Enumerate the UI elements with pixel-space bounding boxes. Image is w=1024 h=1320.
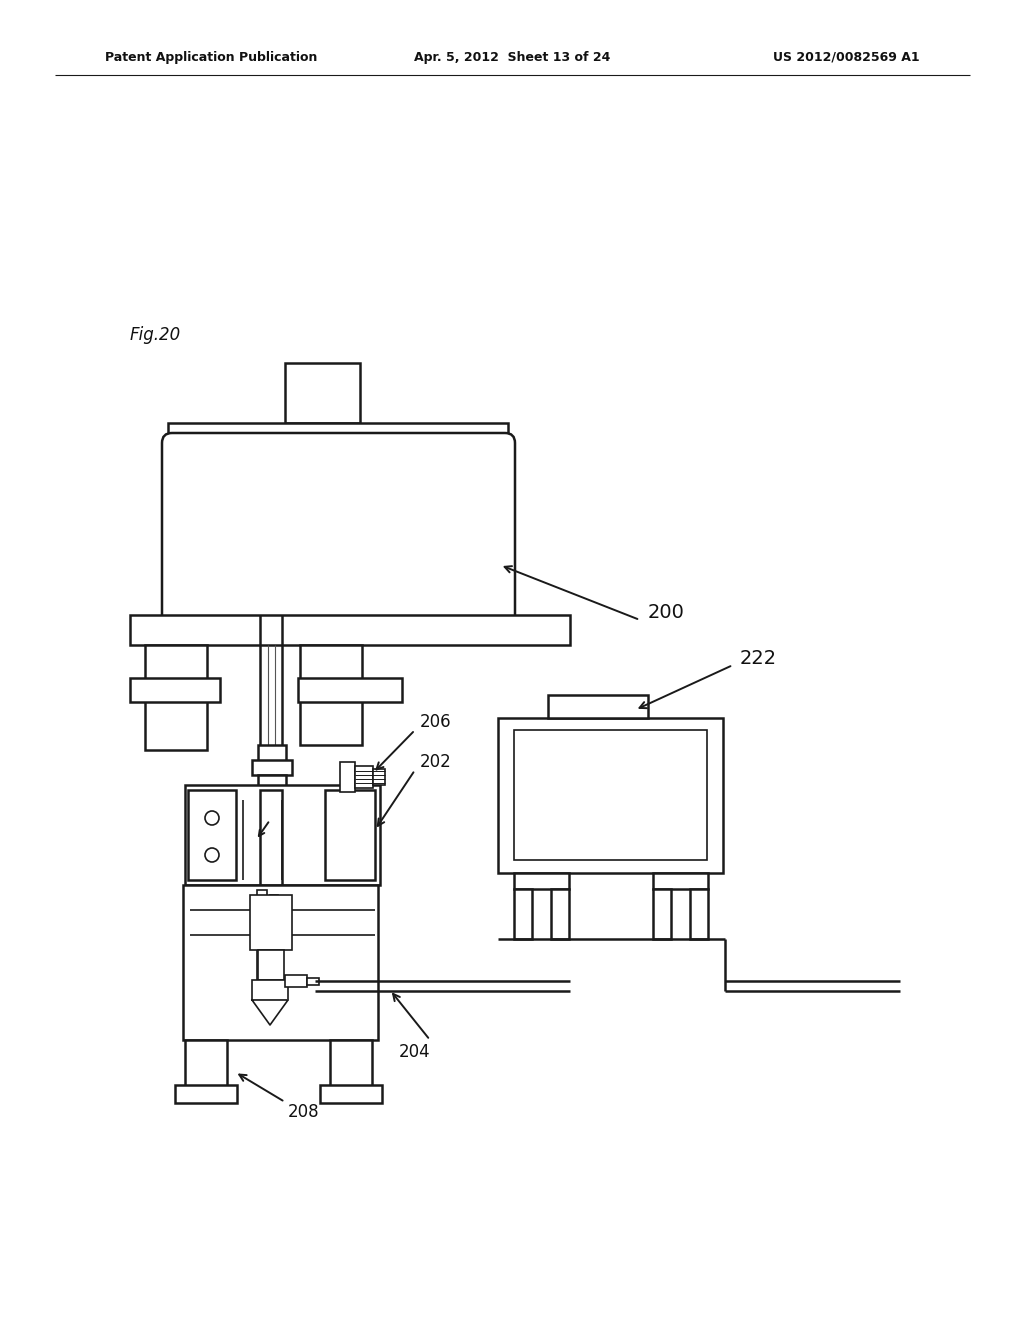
Bar [319, 1085, 382, 1104]
Text: 208: 208 [288, 1104, 319, 1121]
Text: Apr. 5, 2012  Sheet 13 of 24: Apr. 5, 2012 Sheet 13 of 24 [414, 50, 610, 63]
Bar [183, 884, 378, 1040]
Bar [551, 888, 569, 939]
Text: US 2012/0082569 A1: US 2012/0082569 A1 [773, 50, 920, 63]
Bar [258, 950, 284, 979]
Bar [298, 678, 402, 702]
Bar [653, 888, 671, 939]
Bar [270, 895, 278, 985]
Bar [250, 895, 292, 950]
Bar [145, 645, 207, 750]
Bar [355, 766, 373, 788]
Bar [188, 789, 236, 880]
Bar [325, 789, 375, 880]
Bar [130, 615, 570, 645]
Bar [252, 979, 288, 1001]
Bar [300, 645, 362, 744]
Bar [548, 696, 648, 718]
Bar [340, 762, 355, 792]
FancyBboxPatch shape [162, 433, 515, 624]
Bar [514, 730, 707, 861]
Bar [285, 363, 360, 422]
Text: 202: 202 [420, 752, 452, 771]
Polygon shape [252, 1001, 288, 1026]
Bar [130, 678, 220, 702]
Text: Fig.20: Fig.20 [130, 326, 181, 345]
Text: Patent Application Publication: Patent Application Publication [105, 50, 317, 63]
Bar [252, 760, 292, 775]
Bar [514, 873, 569, 888]
Bar [260, 789, 282, 884]
Text: 200: 200 [648, 602, 685, 622]
Bar [373, 770, 385, 785]
Bar [285, 975, 307, 987]
Text: 206: 206 [420, 713, 452, 731]
Bar [514, 888, 532, 939]
Bar [175, 1085, 237, 1104]
Bar [168, 422, 508, 444]
Text: 204: 204 [399, 1043, 431, 1061]
Bar [653, 873, 708, 888]
Bar [498, 718, 723, 873]
Bar [330, 1040, 372, 1090]
Bar [690, 888, 708, 939]
Bar [185, 785, 380, 884]
Bar [258, 744, 286, 767]
Text: 222: 222 [740, 648, 777, 668]
Bar [258, 775, 286, 793]
Bar [307, 978, 319, 985]
Bar [257, 890, 267, 990]
Bar [185, 1040, 227, 1090]
